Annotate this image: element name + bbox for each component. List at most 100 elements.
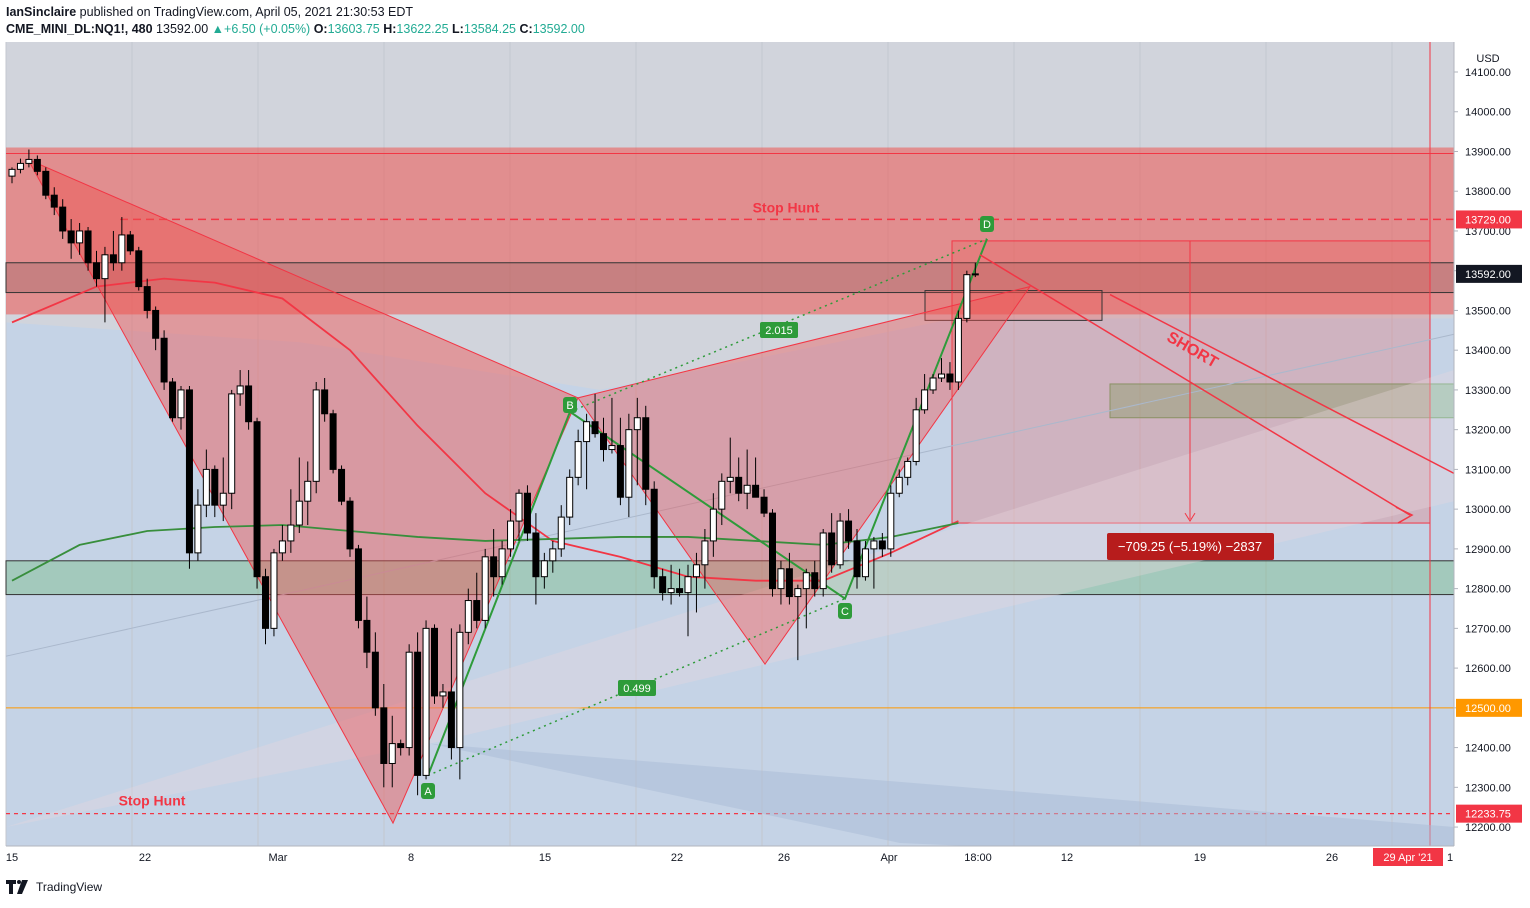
short-arrow-line (979, 254, 1411, 516)
y-tick-label: 13200.00 (1465, 425, 1511, 437)
candle-down (33, 158, 41, 172)
candle-down (354, 548, 362, 621)
candle-down (878, 540, 886, 550)
candle-up (971, 273, 979, 276)
stop-hunt-label-top: Stop Hunt (753, 199, 820, 215)
x-tick-label: 18:00 (964, 852, 992, 864)
candle-down (185, 389, 193, 554)
candle-down (676, 588, 684, 594)
publish-info: published on TradingView.com, April 05, … (79, 5, 413, 19)
y-tick-label: 13100.00 (1465, 464, 1511, 476)
y-tick-label: 12800.00 (1465, 584, 1511, 596)
candle-down (59, 206, 67, 232)
candle-up (709, 508, 717, 542)
measure-text: −709.25 (−5.19%) −2837 (1118, 539, 1262, 554)
low-label: L: (452, 22, 464, 36)
candle-up (76, 230, 84, 244)
y-tick-label: 12900.00 (1465, 544, 1511, 556)
x-tick-label: Apr (880, 852, 897, 864)
lower-shade (6, 318, 1454, 846)
candle-down (659, 576, 667, 594)
candle-up (912, 409, 920, 462)
ema-red-line (11, 277, 959, 582)
time-axis[interactable]: 15 22 Mar 8 15 22 26 Apr 18:00 12 19 26 29 Apr '21 1 (0, 845, 1530, 868)
candle-down (135, 250, 143, 288)
candle-down (67, 230, 75, 244)
candle-up (439, 691, 447, 697)
candle-down (363, 619, 371, 653)
candle-up (25, 158, 33, 164)
y-tick-label: 12400.00 (1465, 743, 1511, 755)
y-tick-label: 14100.00 (1465, 67, 1511, 79)
price-badge (1456, 264, 1522, 283)
ratio-label-lower: 0.499 (623, 683, 651, 695)
open-value: 13603.75 (327, 22, 380, 36)
point-label-c: C (841, 606, 849, 618)
candle-down (650, 488, 658, 578)
ratio-badge-upper (760, 322, 798, 338)
candle-up (904, 460, 912, 478)
measure-arrow-head (1184, 512, 1196, 523)
candle-down (50, 194, 58, 208)
y-tick-label: 13400.00 (1465, 345, 1511, 357)
target-zone (1109, 383, 1455, 419)
candle-down (338, 468, 346, 502)
candle-up (295, 500, 303, 526)
candle-down (490, 556, 498, 578)
candle-up (101, 254, 109, 280)
candle-up (177, 389, 185, 419)
candle-up (938, 373, 945, 379)
candle-up (202, 468, 210, 506)
stop-hunt-label-bottom: Stop Hunt (119, 793, 186, 809)
ratio-label-upper: 2.015 (765, 325, 793, 337)
candle-down (760, 496, 768, 514)
y-tick-label: 12200.00 (1465, 822, 1511, 834)
candle-down (811, 572, 819, 590)
point-label-b: B (566, 400, 573, 412)
candle-down (769, 512, 776, 590)
candle-down (84, 230, 92, 264)
candle-down (42, 170, 50, 196)
candle-up (515, 492, 523, 522)
measure-badge (1107, 533, 1274, 560)
candle-down (946, 373, 954, 383)
candle-up (405, 651, 413, 749)
candle-down (329, 413, 337, 470)
channel-fill (6, 370, 1454, 828)
y-tick-label: 13300.00 (1465, 385, 1511, 397)
author-name[interactable]: IanSinclaire (6, 5, 77, 19)
price-axis[interactable]: USD 14100.00 14000.00 13900.00 13800.00 13700… (1453, 42, 1530, 846)
point-badge-d (980, 216, 994, 232)
brand-name[interactable]: TradingView (36, 880, 103, 894)
y-tick-label: 13700.00 (1465, 226, 1511, 238)
close-value: 13592.00 (532, 22, 585, 36)
x-tick-label: 12 (1061, 852, 1073, 864)
candle-up (684, 576, 692, 594)
candle-up (625, 429, 633, 498)
candle-up (701, 540, 709, 566)
close-label: C: (519, 22, 533, 36)
candle-down (253, 421, 261, 578)
last-price: 13592.00 (156, 22, 209, 36)
open-label: O: (313, 22, 328, 36)
candle-up (278, 540, 286, 554)
candle-up (819, 532, 827, 590)
x-tick-label: 22 (671, 852, 683, 864)
candle-up (8, 168, 16, 177)
candle-up (16, 162, 24, 170)
candle-up (456, 631, 464, 749)
candle-down (262, 576, 269, 629)
candle-down (245, 385, 253, 423)
candle-up (921, 389, 929, 411)
candle-up (963, 274, 971, 319)
demand-zone (5, 560, 1455, 596)
zones-layer (5, 42, 1455, 867)
candle-down (143, 286, 151, 311)
candle-down (431, 627, 438, 697)
x-tick-label: 15 (539, 852, 551, 864)
candle-up (777, 568, 785, 590)
candle-down (414, 651, 422, 776)
candle-down (532, 532, 540, 578)
candle-up (929, 377, 937, 391)
